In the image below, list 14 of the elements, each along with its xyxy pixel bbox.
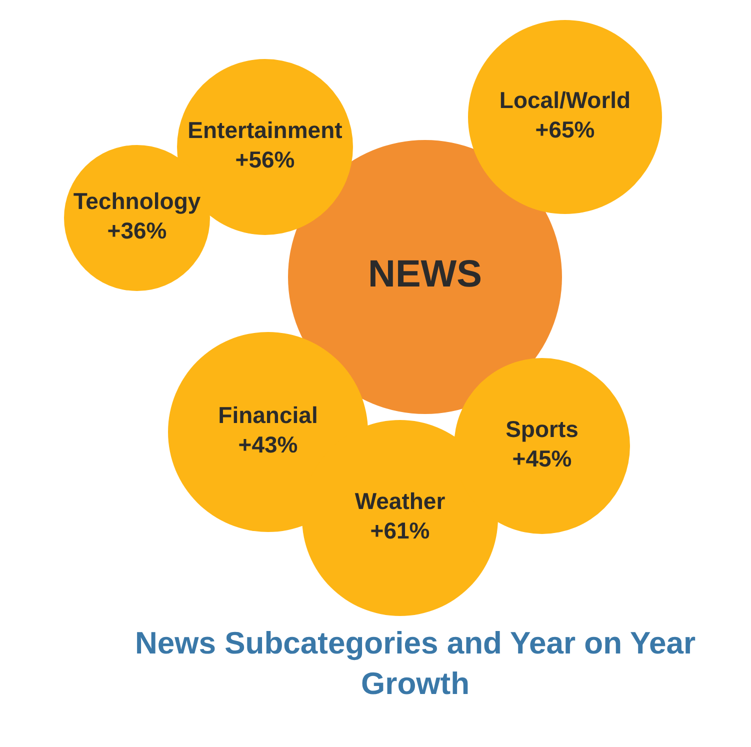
category-label: Financial	[218, 402, 318, 428]
data-label: +56%	[235, 146, 295, 173]
data-label: +61%	[370, 518, 430, 544]
category-label: Local/World	[499, 86, 631, 113]
data-label: +43%	[238, 432, 298, 458]
data-label: +45%	[512, 446, 572, 472]
data-label: +65%	[535, 116, 595, 143]
text: News Subcategories and Year on Year Growth	[135, 626, 696, 701]
category-label: Weather	[354, 488, 446, 514]
category-label: Technology	[73, 188, 201, 214]
category-label: Sports	[506, 416, 578, 442]
category-label: Entertainment	[188, 116, 343, 143]
text: NEWS	[368, 254, 482, 296]
data-label: +36%	[107, 218, 167, 244]
